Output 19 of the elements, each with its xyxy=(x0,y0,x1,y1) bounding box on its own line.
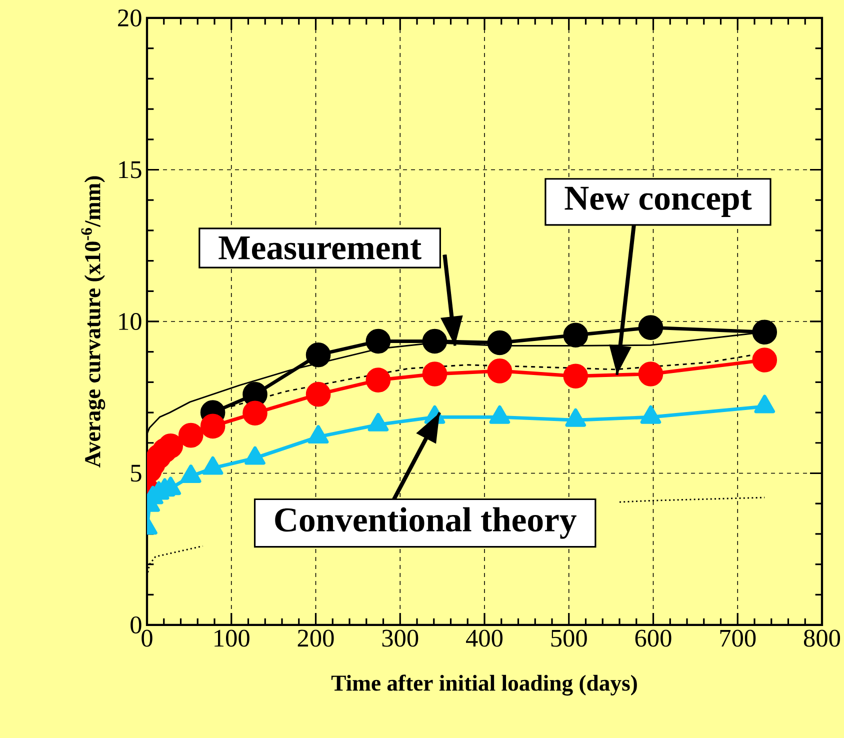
y-axis-title: Average curvature (x10$^{-6}$/mm) xyxy=(81,176,106,468)
x-tick-label: 400 xyxy=(466,630,503,647)
x-tick-label: 700 xyxy=(720,630,756,647)
y-tick-label: 10 xyxy=(119,312,142,330)
x-tick-label: 500 xyxy=(551,630,587,647)
annotation: Measurement xyxy=(218,236,422,260)
x-tick-label: 300 xyxy=(382,630,418,647)
annotation: New concept xyxy=(564,186,752,217)
x-tick-label: 0 xyxy=(142,630,152,647)
y-tick-label: 20 xyxy=(118,9,142,27)
x-tick-label: 200 xyxy=(298,630,334,647)
x-tick-label: 600 xyxy=(635,630,672,647)
x-axis-title: Time after initial loading (days) xyxy=(331,674,637,696)
y-tick-label: 0 xyxy=(130,616,142,634)
annotation: Conventional theory xyxy=(275,507,576,539)
y-tick-label: 5 xyxy=(131,464,142,482)
y-tick-label: 15 xyxy=(119,161,142,178)
x-tick-label: 100 xyxy=(214,630,250,647)
x-tick-label: 800 xyxy=(804,630,840,647)
